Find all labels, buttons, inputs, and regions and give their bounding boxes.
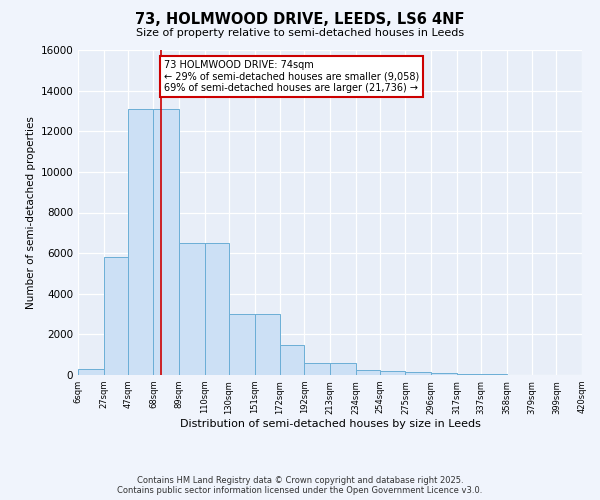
Bar — [431, 373, 457, 375]
Bar — [280, 344, 304, 375]
Bar — [457, 374, 481, 375]
Text: Contains HM Land Registry data © Crown copyright and database right 2025.
Contai: Contains HM Land Registry data © Crown c… — [118, 476, 482, 495]
Bar — [406, 372, 431, 375]
Bar — [304, 363, 330, 375]
Bar — [154, 109, 179, 375]
Bar — [481, 374, 506, 375]
Text: 73, HOLMWOOD DRIVE, LEEDS, LS6 4NF: 73, HOLMWOOD DRIVE, LEEDS, LS6 4NF — [135, 12, 465, 28]
Text: Size of property relative to semi-detached houses in Leeds: Size of property relative to semi-detach… — [136, 28, 464, 38]
Bar — [330, 363, 356, 375]
Bar — [78, 369, 104, 375]
Bar — [229, 314, 254, 375]
Bar — [104, 257, 128, 375]
Bar — [205, 243, 229, 375]
X-axis label: Distribution of semi-detached houses by size in Leeds: Distribution of semi-detached houses by … — [179, 420, 481, 430]
Bar — [179, 243, 205, 375]
Y-axis label: Number of semi-detached properties: Number of semi-detached properties — [26, 116, 36, 309]
Bar — [356, 370, 380, 375]
Bar — [254, 314, 280, 375]
Text: 73 HOLMWOOD DRIVE: 74sqm
← 29% of semi-detached houses are smaller (9,058)
69% o: 73 HOLMWOOD DRIVE: 74sqm ← 29% of semi-d… — [164, 60, 419, 93]
Bar — [380, 371, 406, 375]
Bar — [128, 109, 154, 375]
